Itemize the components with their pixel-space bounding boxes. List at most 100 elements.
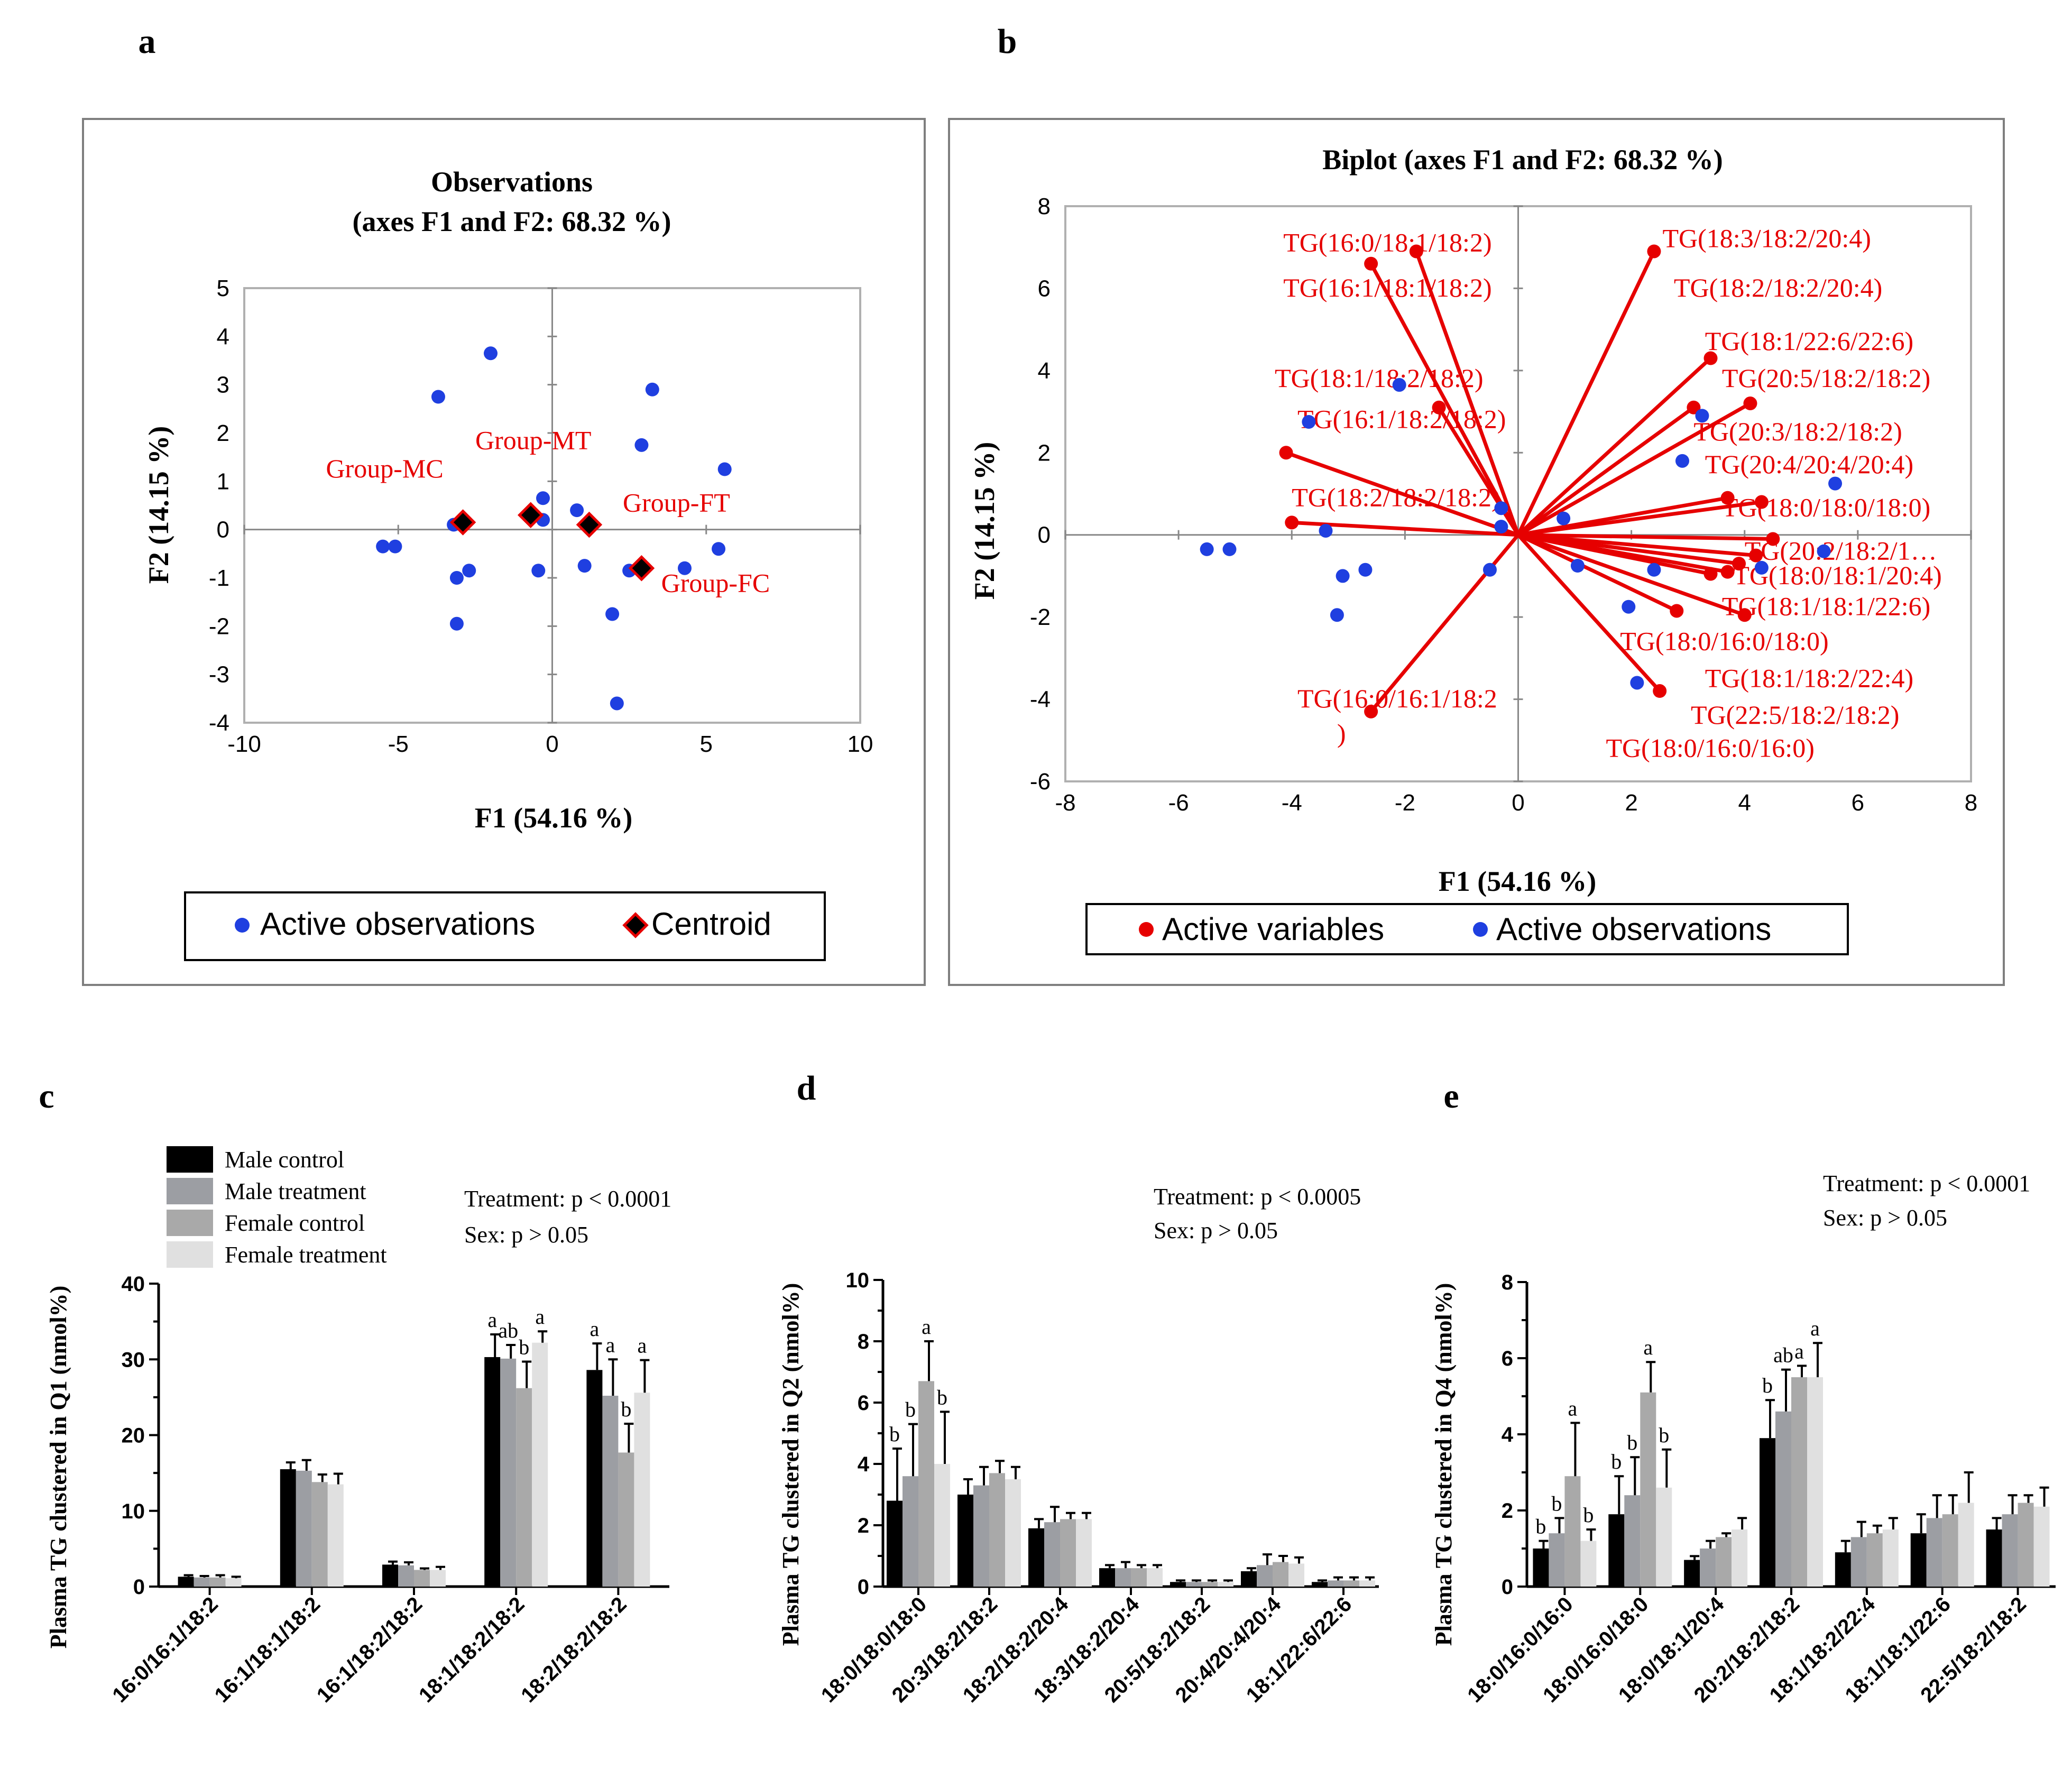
bar	[1716, 1537, 1732, 1587]
observation-point	[376, 539, 390, 554]
significance-letter: ab	[1773, 1343, 1793, 1367]
observation-point	[1482, 563, 1497, 577]
panel-e-annotation-treatment: Treatment: p < 0.0001	[1823, 1171, 2030, 1196]
observation-point	[1494, 520, 1508, 534]
bar	[934, 1464, 950, 1587]
bar	[1760, 1438, 1775, 1587]
variable-label-continuation: )	[1337, 718, 1346, 748]
bar	[1732, 1529, 1748, 1587]
centroid-label: Group-MT	[475, 425, 591, 455]
variable-point	[1743, 397, 1757, 411]
bar	[430, 1570, 446, 1587]
y-tick-label: -4	[1030, 687, 1051, 713]
bar	[327, 1484, 344, 1587]
panel-a-frame	[82, 118, 926, 986]
bar	[1791, 1377, 1807, 1587]
bar-legend-swatch-male-control	[167, 1146, 213, 1173]
bar	[1807, 1377, 1823, 1587]
bar	[1147, 1568, 1163, 1587]
variable-label: TG(16:0/18:1/18:2)	[1283, 227, 1491, 257]
bar	[989, 1473, 1005, 1587]
observation-point	[449, 571, 464, 585]
observation-point	[645, 382, 659, 397]
legend-active-variables: Active variables	[1162, 911, 1384, 947]
significance-letter: a	[590, 1317, 600, 1341]
observation-point	[431, 390, 445, 404]
variable-label: TG(18:1/18:1/22:6)	[1722, 591, 1930, 621]
variable-vector	[1517, 356, 1712, 537]
panel-e-annotation-sex: Sex: p > 0.05	[1823, 1205, 1947, 1231]
y-tick-label: 40	[122, 1273, 145, 1296]
bar	[1005, 1479, 1021, 1587]
observation-point	[712, 542, 726, 556]
y-tick-label: 2	[217, 420, 229, 446]
variable-vector	[1516, 533, 1661, 693]
bar	[1131, 1568, 1147, 1587]
x-tick-label: 8	[1965, 790, 1977, 816]
y-tick-label: 0	[217, 517, 229, 543]
variable-vector	[1517, 401, 1752, 537]
panel-a-legend-box	[184, 891, 826, 961]
legend-centroid: Centroid	[651, 906, 771, 942]
y-tick-label: 4	[1038, 358, 1051, 384]
centroid-marker	[628, 555, 655, 582]
significance-letter: b	[621, 1397, 631, 1421]
variable-vector	[1518, 500, 1762, 537]
observation-point	[1754, 560, 1769, 575]
observation-point	[1622, 600, 1636, 614]
bar	[1942, 1514, 1958, 1587]
variable-point	[1647, 244, 1661, 259]
x-tick-label: 0	[1512, 790, 1524, 816]
bar	[1958, 1503, 1974, 1587]
observation-point	[536, 491, 550, 505]
bar	[2002, 1514, 2018, 1587]
significance-letter: b	[1535, 1515, 1546, 1538]
observation-point	[1695, 409, 1709, 423]
y-tick-label: 2	[1038, 440, 1051, 466]
legend-centroid-diamond-icon	[622, 912, 649, 938]
observation-point	[1222, 542, 1237, 556]
bar	[1099, 1568, 1115, 1587]
bar	[398, 1565, 414, 1587]
observation-point	[1358, 563, 1373, 577]
bar	[1273, 1562, 1288, 1587]
variable-label: TG(18:1/18:2/22:4)	[1705, 663, 1913, 693]
variable-point	[1720, 491, 1735, 505]
y-tick-label: 8	[1502, 1271, 1513, 1294]
bar	[1775, 1411, 1791, 1587]
bar	[1060, 1519, 1076, 1587]
variable-point	[1432, 400, 1446, 414]
y-tick-label: 3	[217, 372, 229, 398]
bar	[918, 1381, 934, 1587]
variable-label: TG(18:0/16:0/16:0)	[1606, 733, 1814, 762]
y-tick-label: -3	[209, 662, 229, 688]
bar	[1218, 1582, 1233, 1587]
variable-point	[1754, 495, 1769, 509]
bar	[1866, 1533, 1883, 1587]
significance-letter: b	[1551, 1491, 1562, 1515]
observation-point	[1647, 563, 1661, 577]
bar-legend-swatch-male-treatment	[167, 1178, 213, 1204]
variable-point	[1732, 557, 1746, 571]
bar	[1359, 1580, 1375, 1587]
bar-legend-swatch-female-treatment	[167, 1241, 213, 1268]
variable-vector	[1292, 520, 1518, 537]
significance-letter: b	[1611, 1450, 1622, 1473]
variable-label: TG(16:1/18:1/18:2)	[1283, 273, 1491, 302]
panel-d-annotation-sex: Sex: p > 0.05	[1154, 1218, 1278, 1243]
observation-point	[1630, 676, 1644, 690]
bar-legend-male-control: Male control	[225, 1147, 344, 1173]
observation-point	[462, 564, 476, 578]
bar	[2033, 1506, 2050, 1587]
legend-active-observations-b: Active observations	[1496, 911, 1771, 947]
variable-vector	[1414, 251, 1520, 536]
significance-letter: a	[1794, 1339, 1804, 1363]
significance-letter: b	[1627, 1431, 1637, 1454]
variable-point	[1670, 604, 1684, 618]
centroid-label: Group-FT	[623, 488, 730, 518]
variable-label: TG(20:3/18:2/18:2)	[1693, 417, 1902, 446]
y-tick-label: -1	[209, 565, 229, 591]
x-tick-label: -8	[1055, 790, 1075, 816]
bar	[194, 1577, 210, 1587]
panel-b-title: Biplot (axes F1 and F2: 68.32 %)	[1322, 144, 1723, 176]
